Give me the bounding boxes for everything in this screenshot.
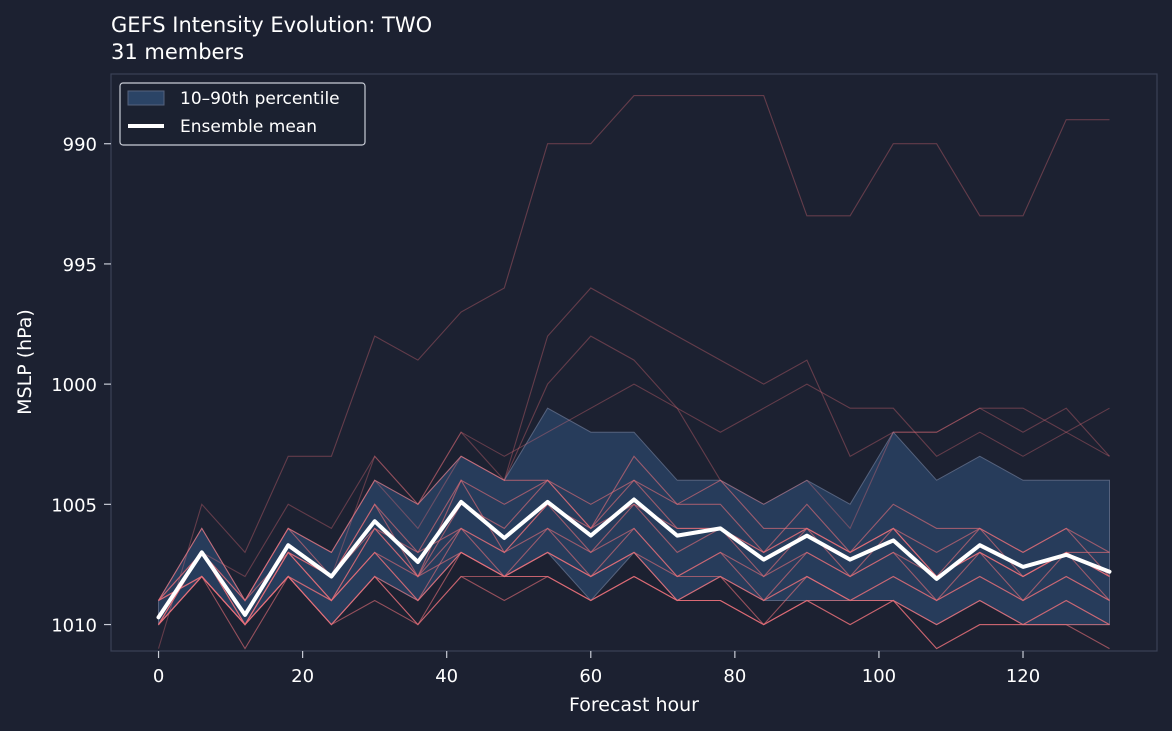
axes-layer: 0 20 40 60 80 100 120 990 995 1000 1005 1010 [51,135,1040,687]
mean-line-layer [156,497,1112,620]
y-tick-label: 1000 [51,375,97,396]
x-tick-label: 120 [1006,666,1040,687]
legend-label-mean: Ensemble mean [180,117,317,137]
x-tick-label: 40 [435,666,458,687]
member-line [158,551,1110,626]
legend-label-band: 10–90th percentile [180,89,340,109]
y-tick-label: 990 [63,135,97,156]
legend-swatch-band [127,90,165,106]
member-line [157,95,1110,649]
legend-box [119,82,366,146]
chart-subtitle: 31 members [111,40,245,64]
x-tick-label: 80 [723,666,746,687]
x-tick-label: 0 [153,666,164,687]
member-line [158,455,1110,602]
y-tick-label: 1010 [51,616,97,637]
chart-title-block: GEFS Intensity Evolution: TWO 31 members [111,12,432,66]
y-tick-label: 1005 [51,495,97,516]
legend: 10–90th percentile Ensemble mean [119,82,366,146]
x-tick-label: 60 [579,666,602,687]
y-tick-label: 995 [63,255,97,276]
x-axis-label: Forecast hour [569,694,699,716]
x-tick-label: 100 [862,666,896,687]
member-line [158,287,1110,625]
member-line [158,575,1110,650]
x-tick-label: 20 [291,666,314,687]
y-axis-label: MSLP (hPa) [14,309,36,415]
ensemble-mean-line [156,497,1112,620]
chart-title: GEFS Intensity Evolution: TWO [111,13,433,37]
